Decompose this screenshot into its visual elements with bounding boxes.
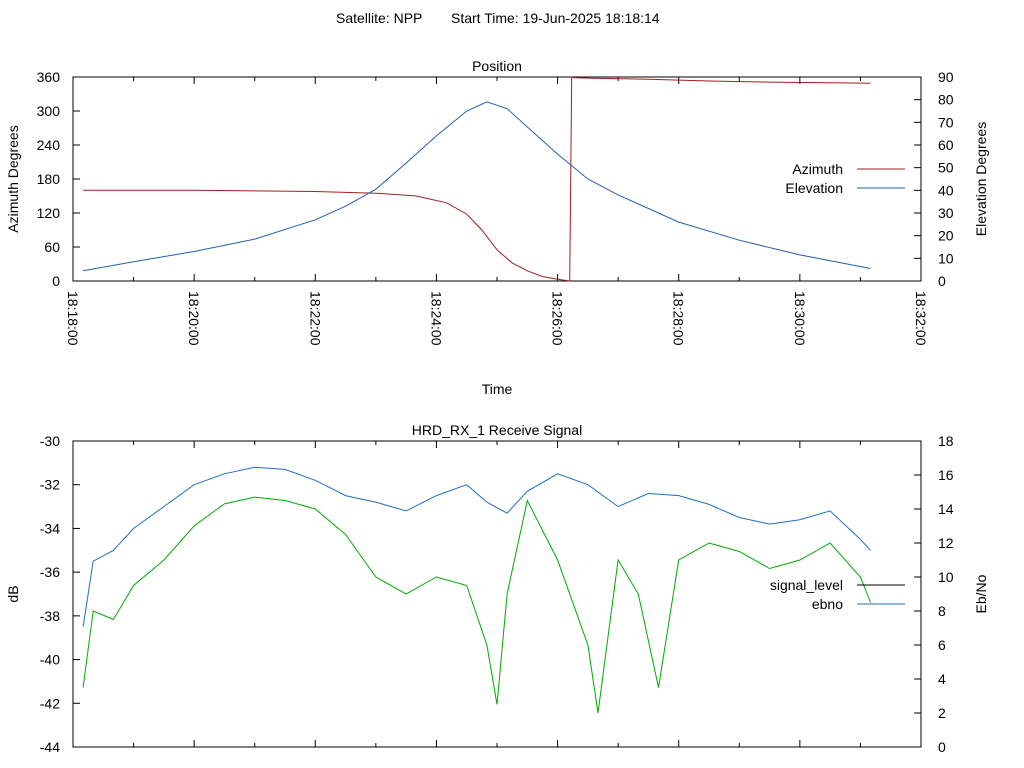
x-tick-label: 18:28:00 xyxy=(671,291,687,346)
y-tick-label: 180 xyxy=(37,171,61,187)
position-x-axis-label: Time xyxy=(482,381,513,397)
elevation-series-line xyxy=(83,101,871,272)
signal-y-axis: -44 -42 -40 -38 -36 -34 -32 -30 xyxy=(40,433,80,755)
y-tick-label: -30 xyxy=(40,433,60,449)
y2-tick-label: 40 xyxy=(938,182,954,198)
x-tick-label: 18:26:00 xyxy=(550,291,566,346)
y2-tick-label: 18 xyxy=(938,433,954,449)
y-tick-label: 300 xyxy=(37,103,61,119)
y2-tick-label: 20 xyxy=(938,228,954,244)
y2-tick-label: 60 xyxy=(938,137,954,153)
y2-tick-label: 90 xyxy=(938,69,954,85)
x-tick-label: 18:32:00 xyxy=(913,291,929,346)
position-legend: Azimuth Elevation xyxy=(785,161,905,196)
y2-tick-label: 2 xyxy=(938,705,946,721)
start-time-label: Start Time: 19-Jun-2025 18:18:14 xyxy=(451,10,660,26)
y2-tick-label: 6 xyxy=(938,637,946,653)
y2-tick-label: 16 xyxy=(938,467,954,483)
y2-tick-label: 4 xyxy=(938,671,946,687)
signal-y2-axis-label: Eb/No xyxy=(973,574,989,613)
y-tick-label: -32 xyxy=(40,477,60,493)
y-tick-label: 120 xyxy=(37,205,61,221)
y-tick-label: -36 xyxy=(40,564,60,580)
x-tick-label: 18:22:00 xyxy=(307,291,323,346)
y2-tick-label: 14 xyxy=(938,501,954,517)
signal-chart: HRD_RX_1 Receive Signal -44-42-40-38-36-… xyxy=(5,422,989,755)
position-y-axis-label: Azimuth Degrees xyxy=(5,125,21,232)
y2-tick-label: 8 xyxy=(938,603,946,619)
position-x-axis: 18:18:00 18:20:00 18:22:00 18:24:00 18:26:00… xyxy=(65,77,929,346)
y2-tick-label: 50 xyxy=(938,160,954,176)
position-y2-axis-label: Elevation Degrees xyxy=(973,122,989,236)
x-tick-label: 18:20:00 xyxy=(186,291,202,346)
y-tick-label: 240 xyxy=(37,137,61,153)
y-tick-label: -40 xyxy=(40,652,60,668)
y2-tick-label: 70 xyxy=(938,114,954,130)
y2-tick-label: 10 xyxy=(938,250,954,266)
azimuth-series-line xyxy=(83,76,871,282)
legend-azimuth-label: Azimuth xyxy=(792,161,843,177)
y2-tick-label: 30 xyxy=(938,205,954,221)
x-tick-label: 18:18:00 xyxy=(65,291,81,346)
signal-x-axis xyxy=(72,441,922,747)
signal-legend: signal_level ebno xyxy=(770,577,905,612)
y2-tick-label: 0 xyxy=(938,739,946,755)
x-tick-label: 18:30:00 xyxy=(792,291,808,346)
signal-y-axis-label: dB xyxy=(5,585,21,602)
y-tick-label: 60 xyxy=(44,239,60,255)
y2-tick-label: 80 xyxy=(938,92,954,108)
ebno-series-line xyxy=(82,496,871,714)
position-chart-title: Position xyxy=(472,58,522,74)
y-tick-label: 0 xyxy=(52,273,60,289)
x-tick-label: 18:24:00 xyxy=(428,291,444,346)
legend-elevation-label: Elevation xyxy=(785,180,843,196)
legend-ebno-label: ebno xyxy=(812,596,843,612)
y-tick-label: -34 xyxy=(40,520,60,536)
y-tick-label: -38 xyxy=(40,608,60,624)
y2-tick-label: 12 xyxy=(938,535,954,551)
signal-chart-title: HRD_RX_1 Receive Signal xyxy=(412,422,582,438)
position-chart: Position 0 60 120 180 240 300 360 0 10 20 30 40 50 6… xyxy=(5,58,989,397)
legend-signal-level-label: signal_level xyxy=(770,577,843,593)
signal-level-series-line xyxy=(82,466,871,627)
y-tick-label: -42 xyxy=(40,695,60,711)
y2-tick-label: 10 xyxy=(938,569,954,585)
satellite-label: Satellite: NPP xyxy=(336,10,422,26)
position-y-axis: 0 60 120 180 240 300 360 xyxy=(37,69,80,289)
y-tick-label: 360 xyxy=(37,69,61,85)
position-y2-axis: 0 10 20 30 40 50 60 70 80 90 xyxy=(914,69,954,289)
y2-tick-label: 0 xyxy=(938,273,946,289)
signal-y2-axis: 0 2 4 6 8 10 12 14 16 18 xyxy=(914,433,954,755)
y-tick-label: -44 xyxy=(40,739,60,755)
